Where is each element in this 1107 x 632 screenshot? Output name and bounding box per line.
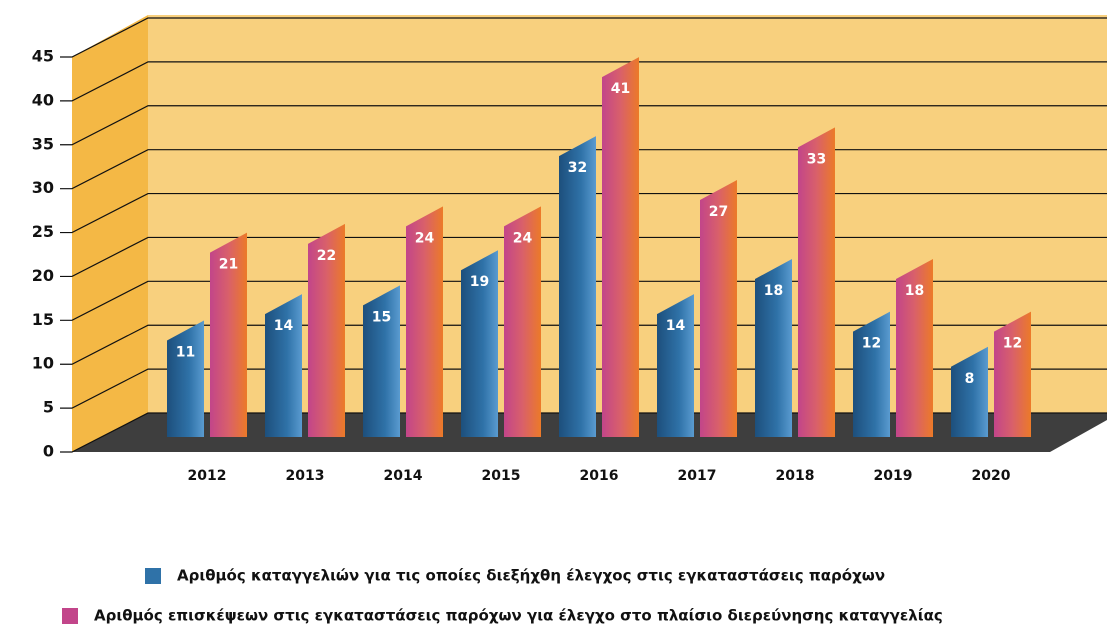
- y-tick-label: 25: [32, 222, 54, 241]
- y-tick-label: 10: [32, 354, 54, 373]
- value-label: 18: [905, 283, 924, 299]
- x-tick-label: 2016: [580, 468, 619, 484]
- grid-line: [60, 17, 1107, 58]
- value-label: 18: [764, 283, 783, 299]
- bar: [504, 206, 541, 437]
- y-tick-label: 30: [32, 178, 54, 197]
- bar: [265, 294, 302, 437]
- value-label: 8: [965, 371, 975, 387]
- legend-label: Αριθμός καταγγελιών για τις οποίες διεξή…: [177, 567, 885, 585]
- bar: [308, 223, 345, 437]
- bar: [602, 57, 639, 437]
- value-label: 24: [513, 230, 533, 246]
- y-tick-label: 15: [32, 310, 54, 329]
- bar: [700, 180, 737, 437]
- bar: [559, 136, 596, 437]
- y-tick-label: 20: [32, 266, 54, 285]
- x-tick-label: 2017: [678, 468, 717, 484]
- x-tick-label: 2015: [482, 468, 521, 484]
- x-tick-label: 2013: [286, 468, 325, 484]
- value-label: 14: [274, 318, 294, 334]
- value-label: 11: [176, 344, 195, 360]
- value-label: 32: [568, 160, 587, 176]
- y-tick-label: 5: [43, 398, 54, 417]
- value-label: 15: [372, 309, 391, 325]
- value-label: 21: [219, 257, 238, 273]
- x-tick-label: 2020: [972, 468, 1011, 484]
- value-label: 33: [807, 151, 826, 167]
- bar: [951, 346, 988, 437]
- legend-swatch: [62, 608, 78, 624]
- bar: [406, 206, 443, 437]
- bar: [755, 259, 792, 437]
- side-wall: [72, 15, 148, 452]
- x-tick-label: 2018: [776, 468, 815, 484]
- value-label: 19: [470, 274, 489, 290]
- y-tick-label: 0: [43, 442, 54, 461]
- value-label: 22: [317, 248, 336, 264]
- y-tick-label: 45: [32, 47, 54, 66]
- value-label: 27: [709, 204, 728, 220]
- legend-swatch: [145, 568, 161, 584]
- y-tick-label: 40: [32, 90, 54, 109]
- bar: [798, 127, 835, 437]
- bar: [461, 250, 498, 437]
- value-label: 24: [415, 230, 435, 246]
- value-label: 12: [862, 336, 881, 352]
- y-tick-label: 35: [32, 134, 54, 153]
- bar: [896, 259, 933, 437]
- x-tick-label: 2019: [874, 468, 913, 484]
- value-label: 41: [611, 81, 630, 97]
- bar: [210, 232, 247, 437]
- legend-label: Αριθμός επισκέψεων στις εγκαταστάσεις πα…: [94, 607, 943, 625]
- bar: [363, 285, 400, 437]
- bar: [657, 294, 694, 437]
- x-tick-label: 2012: [188, 468, 227, 484]
- bar: [853, 311, 890, 437]
- bar: [994, 311, 1031, 437]
- bar: [167, 320, 204, 437]
- grid-line: [60, 61, 1107, 102]
- value-label: 14: [666, 318, 686, 334]
- x-tick-label: 2014: [384, 468, 423, 484]
- value-label: 12: [1003, 336, 1022, 352]
